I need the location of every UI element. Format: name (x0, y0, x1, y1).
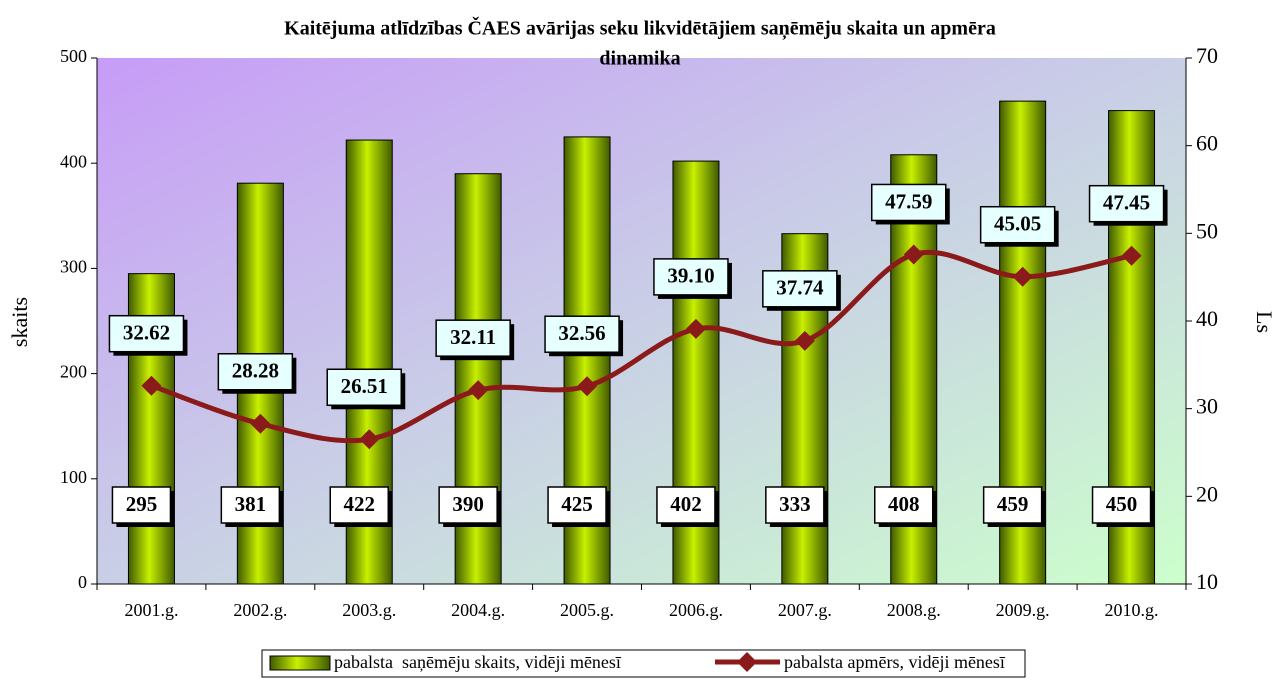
y-tick-label: 0 (78, 572, 87, 592)
x-tick-label: 2005.g. (560, 600, 614, 620)
legend-label: pabalsta apmērs, vidēji mēnesī (784, 652, 1006, 672)
line-marker (468, 380, 489, 401)
line-value-label: 32.62 (123, 321, 170, 345)
bar-value-label-box (982, 486, 1043, 524)
y-tick-label: 300 (60, 257, 87, 277)
bar-value-label: 425 (561, 492, 593, 516)
line-marker (359, 429, 380, 450)
line-marker (141, 375, 162, 396)
line-value-label-box (653, 258, 729, 296)
line-value-label: 32.11 (450, 325, 496, 349)
y-axis-label: skaits (7, 297, 32, 347)
y2-tick-label: 60 (1196, 131, 1218, 156)
y-tick-label: 500 (60, 46, 87, 66)
line-value-label-box (871, 183, 947, 222)
line-marker (1121, 245, 1142, 266)
legend-swatch (269, 655, 331, 671)
line-marker (685, 318, 706, 339)
line-value-label: 47.45 (1103, 191, 1150, 215)
x-tick-label: 2006.g. (669, 600, 723, 620)
line-marker (794, 330, 815, 351)
line-value-label: 45.05 (994, 212, 1041, 236)
line-value-label: 39.10 (667, 264, 714, 288)
line-marker (250, 413, 271, 434)
line-value-label-box (108, 314, 185, 353)
x-tick-label: 2010.g. (1105, 600, 1159, 620)
x-tick-label: 2002.g. (233, 600, 287, 620)
line-value-label: 32.56 (558, 321, 605, 345)
y2-tick-label: 50 (1196, 218, 1218, 243)
bar-value-label: 390 (452, 492, 484, 516)
bar-value-label: 450 (1106, 492, 1138, 516)
bar-value-label: 402 (670, 492, 702, 516)
line-value-label: 37.74 (776, 276, 824, 300)
bar-value-label: 422 (344, 492, 376, 516)
line-value-label-box (217, 352, 294, 391)
x-tick-label: 2008.g. (887, 600, 941, 620)
line-value-label: 26.51 (341, 374, 388, 398)
x-tick-label: 2001.g. (124, 600, 178, 620)
x-tick-label: 2007.g. (778, 600, 832, 620)
bar-value-label-box (111, 486, 172, 524)
line-marker (903, 244, 924, 265)
y-tick-label: 100 (60, 467, 87, 487)
y2-axis-label: Ls (1252, 311, 1275, 333)
bar-value-label-box (547, 486, 607, 524)
line (150, 249, 1133, 444)
legend-label: pabalsta saņēmēju skaits, vidēji mēnesī (334, 652, 622, 672)
bar-value-label: 381 (235, 492, 267, 516)
line-value-label-box (544, 315, 620, 353)
y2-tick-label: 40 (1196, 306, 1218, 331)
bar-value-label: 408 (888, 492, 920, 516)
bar-value-label: 295 (126, 492, 158, 516)
line-value-label-box (326, 368, 402, 407)
bar-value-label-box (656, 486, 716, 524)
bar-value-label: 333 (779, 492, 811, 516)
line-marker (1012, 266, 1033, 287)
line-value-label-box (435, 319, 511, 357)
line-value-label: 47.59 (885, 189, 932, 213)
line-value-label-box (979, 205, 1056, 244)
line-value-label-box (1088, 184, 1165, 223)
bar-value-label-box (874, 486, 934, 524)
x-tick-label: 2009.g. (996, 600, 1050, 620)
bar-value-label: 459 (997, 492, 1029, 516)
y-tick-label: 400 (60, 151, 87, 171)
chart-title: dinamika (599, 48, 680, 70)
bar-value-label-box (220, 486, 281, 524)
x-tick-label: 2004.g. (451, 600, 505, 620)
bar-value-label-box (438, 486, 498, 524)
y2-tick-label: 30 (1196, 394, 1218, 419)
line-value-label: 28.28 (232, 359, 279, 383)
bar-value-label-box (329, 486, 389, 524)
y2-tick-label: 20 (1196, 481, 1218, 506)
y2-tick-label: 10 (1196, 569, 1218, 594)
chart-title: Kaitējuma atlīdzības ČAES avārijas seku … (284, 16, 996, 41)
line-marker (577, 376, 598, 397)
bar-value-label-box (765, 486, 825, 524)
legend-swatch (737, 652, 757, 672)
bar-value-label-box (1091, 486, 1152, 524)
y-tick-label: 200 (60, 362, 87, 382)
line-value-label-box (762, 270, 838, 308)
legend (261, 649, 1026, 678)
y2-tick-label: 70 (1196, 43, 1218, 68)
x-tick-label: 2003.g. (342, 600, 396, 620)
